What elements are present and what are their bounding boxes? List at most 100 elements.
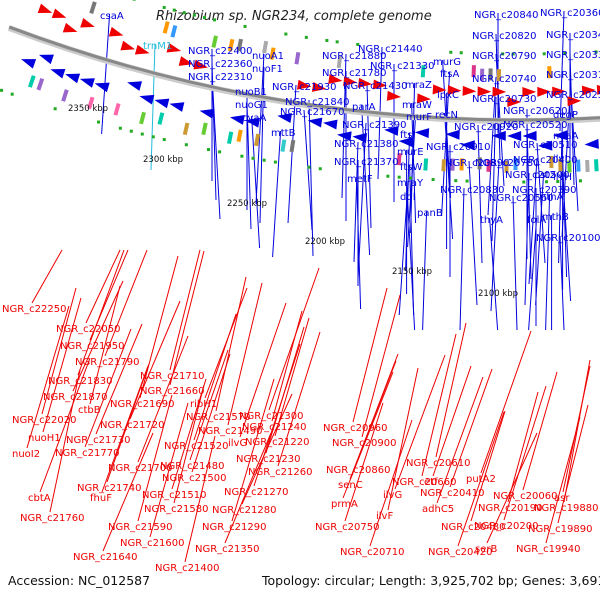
forward-label-line	[444, 112, 454, 240]
forward-label-line	[490, 160, 500, 312]
rna-marker-inner	[284, 32, 288, 36]
function-box-outer	[36, 77, 45, 91]
function-box-outer	[157, 112, 165, 125]
forward-gene-label: NGR_c20250	[546, 90, 600, 101]
forward-gene-arrow	[229, 115, 245, 125]
forward-gene-label: parA	[352, 102, 376, 113]
reverse-gene-label: NGR_c22250	[2, 304, 67, 315]
reverse-gene-arrow	[80, 18, 95, 28]
forward-label-line	[459, 187, 465, 331]
reverse-label-line	[31, 249, 63, 304]
forward-gene-label: panB	[417, 208, 443, 219]
function-box-inner	[262, 40, 269, 54]
function-box-outer	[289, 139, 296, 153]
function-box-outer	[423, 158, 429, 171]
rna-marker-inner	[182, 11, 186, 15]
reverse-gene-label: fhuF	[90, 493, 112, 504]
forward-gene-label: ddl	[400, 192, 415, 203]
function-box-outer	[280, 139, 287, 152]
reverse-label-line	[39, 357, 91, 493]
reverse-gene-label: NGR_c20900	[332, 438, 397, 449]
forward-gene-arrow	[445, 129, 460, 140]
reverse-gene-label: NGR_c21950	[60, 341, 125, 352]
reverse-gene-arrow	[447, 85, 462, 96]
rna-marker-outer	[162, 138, 166, 142]
reverse-gene-arrow	[51, 8, 67, 19]
reverse-label-line	[361, 294, 401, 438]
forward-gene-label: degP	[553, 110, 578, 121]
reverse-label-line	[137, 335, 189, 463]
reverse-label-line	[486, 432, 538, 544]
rna-marker-inner	[325, 38, 329, 42]
forward-gene-arrow	[38, 54, 54, 65]
reverse-label-line	[169, 250, 205, 386]
function-box-outer	[226, 131, 234, 144]
reverse-gene-label: NGR_c21580	[144, 504, 209, 515]
function-box-inner	[162, 21, 170, 34]
reverse-gene-label: NGR_c21730	[66, 435, 131, 446]
reverse-gene-label: NGR_c20610	[406, 458, 471, 469]
function-box-outer	[549, 155, 554, 168]
rna-marker-inner	[594, 50, 598, 54]
reverse-label-line	[49, 369, 81, 513]
reverse-gene-arrow	[432, 84, 447, 95]
rna-marker-outer	[544, 180, 548, 184]
forward-gene-label: folA	[527, 215, 546, 226]
function-box-outer	[236, 129, 243, 143]
reverse-label-line	[72, 280, 124, 392]
reverse-gene-label: NGR_c21660	[140, 386, 205, 397]
reverse-label-line	[104, 249, 148, 357]
reverse-gene-arrow	[537, 86, 551, 97]
rna-marker-outer	[251, 156, 255, 160]
reverse-gene-label: NGR_c21270	[224, 487, 289, 498]
forward-label-line	[526, 122, 532, 280]
forward-label-line	[562, 174, 572, 302]
rna-marker-inner	[335, 40, 339, 44]
forward-gene-label: thyA	[480, 215, 503, 226]
reverse-label-line	[344, 402, 384, 522]
forward-gene-label: NGR_c21390	[342, 120, 407, 131]
reverse-gene-label: serB	[475, 544, 497, 555]
forward-gene-arrow	[245, 117, 260, 128]
forward-label-line	[524, 172, 530, 306]
forward-gene-label: NGR_c20790	[472, 51, 537, 62]
function-box-inner	[420, 65, 426, 78]
function-box-outer	[87, 96, 95, 110]
reverse-gene-arrow	[62, 22, 78, 33]
forward-gene-label: murE	[397, 147, 424, 158]
forward-label-line	[411, 102, 417, 224]
forward-gene-arrow	[139, 94, 155, 105]
forward-gene-label: NGR_c21670	[280, 107, 345, 118]
reverse-gene-label: ilvF	[376, 511, 393, 522]
function-box-outer	[450, 158, 455, 171]
forward-gene-arrow	[460, 140, 475, 151]
rna-marker-outer	[262, 158, 266, 162]
reverse-gene-label: NGR_c20200	[474, 521, 539, 532]
rna-marker-outer	[151, 135, 155, 139]
function-box-inner	[479, 68, 485, 81]
reverse-label-line	[169, 249, 201, 371]
reverse-gene-label: NGR_c21710	[140, 371, 205, 382]
forward-gene-label: pst2	[534, 170, 556, 181]
forward-label-line	[246, 102, 252, 230]
function-box-outer	[396, 153, 402, 166]
reverse-gene-arrow	[552, 86, 566, 97]
reverse-gene-arrow	[372, 79, 387, 90]
function-box-outer	[594, 159, 599, 172]
reverse-label-line	[457, 411, 505, 547]
reverse-label-line	[149, 402, 189, 538]
reverse-gene-label: NGR_c21350	[195, 544, 260, 555]
forward-label-line	[545, 194, 551, 331]
forward-label-line	[361, 104, 371, 256]
forward-gene-label: NGR_c20390	[512, 185, 577, 196]
reverse-gene-label: cbtA	[28, 493, 51, 504]
reverse-gene-arrow	[386, 90, 401, 101]
reverse-label-line	[89, 285, 121, 405]
rna-marker-inner	[304, 35, 308, 39]
rna-marker-outer	[386, 174, 390, 178]
reverse-gene-arrow	[462, 85, 477, 96]
label-lines	[26, 10, 591, 563]
forward-gene-label: NGR_c21370	[334, 157, 399, 168]
reverse-gene-arrow	[37, 3, 53, 14]
forward-label-line	[272, 130, 282, 258]
